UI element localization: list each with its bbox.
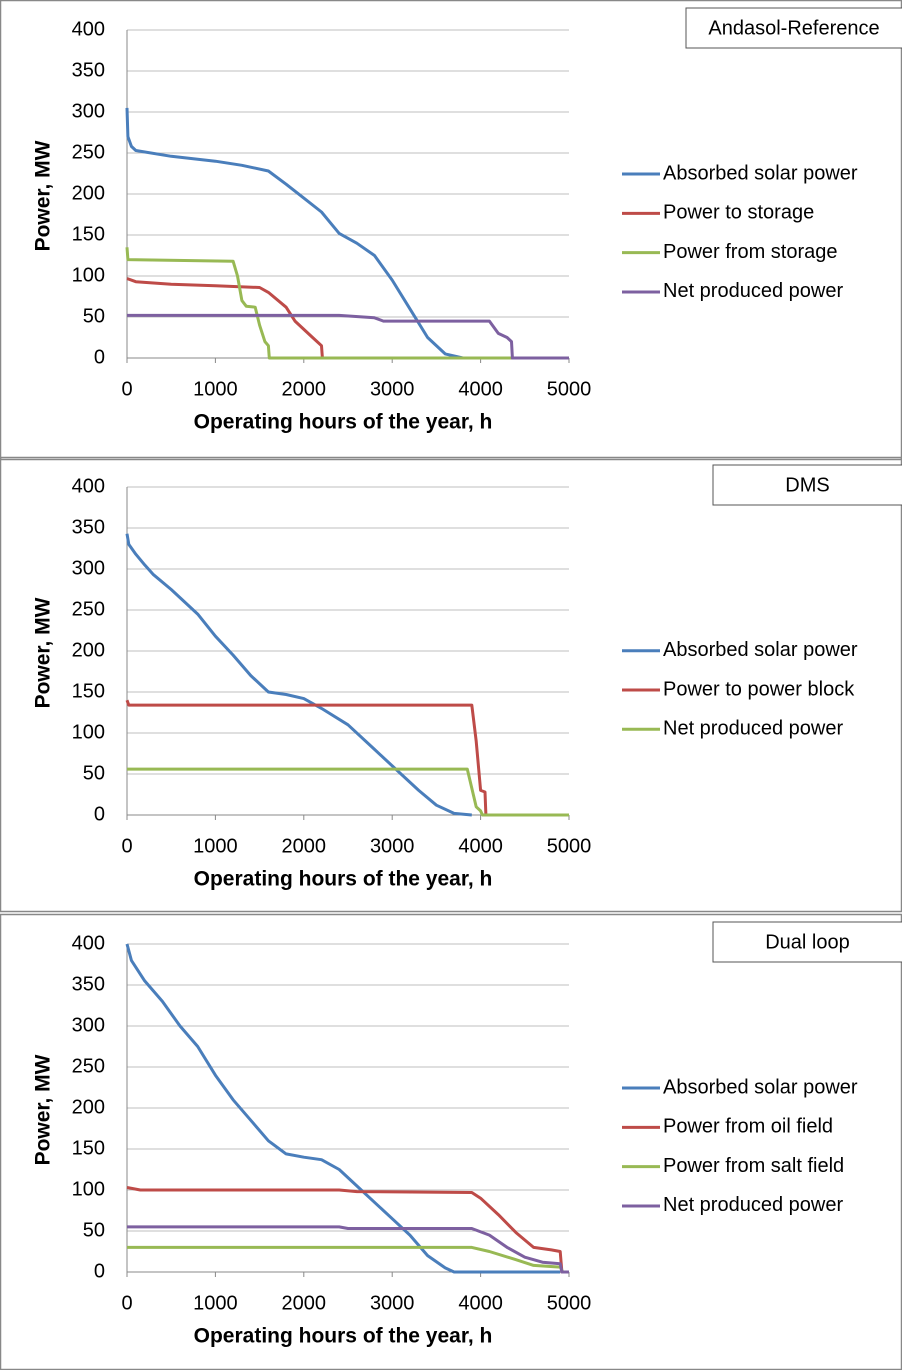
x-tick-label: 1000 (193, 1292, 238, 1314)
y-tick-label: 350 (72, 973, 105, 995)
series-line (127, 313, 569, 360)
y-tick-label: 150 (72, 223, 105, 245)
x-tick-label: 2000 (282, 378, 327, 400)
series-line (126, 277, 324, 359)
y-tick-label: 200 (72, 182, 105, 204)
x-tick-label: 0 (121, 378, 132, 400)
y-tick-label: 400 (72, 475, 105, 497)
y-tick-label: 50 (83, 1219, 105, 1241)
x-tick-label: 5000 (547, 835, 592, 857)
y-tick-label: 250 (72, 598, 105, 620)
y-tick-label: 250 (72, 1055, 105, 1077)
y-tick-label: 350 (72, 516, 105, 538)
series-line (125, 943, 561, 1274)
x-tick-label: 2000 (282, 835, 327, 857)
y-axis-label: Power, MW (32, 140, 55, 251)
chart-title: Dual loop (765, 931, 850, 953)
y-axis-label: Power, MW (32, 597, 55, 708)
panel-border (0, 913, 902, 1370)
chart-title: DMS (785, 474, 829, 496)
y-tick-label: 300 (72, 1014, 105, 1036)
y-tick-label: 150 (72, 1137, 105, 1159)
x-tick-label: 4000 (458, 1292, 503, 1314)
legend-label: Net produced power (663, 280, 843, 302)
legend-label: Power to storage (663, 202, 814, 224)
x-tick-label: 5000 (547, 1292, 592, 1314)
legend-label: Power from oil field (663, 1116, 833, 1138)
y-tick-label: 0 (94, 1260, 105, 1282)
y-tick-label: 0 (94, 803, 105, 825)
legend-label: Power to power block (663, 678, 855, 700)
y-tick-label: 50 (83, 305, 105, 327)
y-tick-label: 400 (72, 18, 105, 40)
y-tick-label: 100 (72, 264, 105, 286)
y-tick-label: 350 (72, 59, 105, 81)
series-line (125, 247, 569, 360)
x-axis-label: Operating hours of the year, h (194, 868, 493, 891)
x-tick-label: 2000 (282, 1292, 327, 1314)
y-axis-label: Power, MW (32, 1054, 55, 1165)
y-tick-label: 400 (72, 932, 105, 954)
x-axis-label: Operating hours of the year, h (194, 411, 493, 434)
series-line (127, 1225, 569, 1274)
panel-border (0, 0, 902, 461)
title-box (712, 464, 902, 506)
y-tick-label: 100 (72, 721, 105, 743)
legend-label: Net produced power (663, 1194, 843, 1216)
legend-label: Net produced power (663, 718, 843, 740)
x-axis-label: Operating hours of the year, h (194, 1325, 493, 1348)
legend-label: Absorbed solar power (663, 639, 858, 661)
x-tick-label: 1000 (193, 835, 238, 857)
series-line (127, 767, 569, 817)
title-box (712, 921, 902, 963)
x-tick-label: 0 (121, 1292, 132, 1314)
y-tick-label: 0 (94, 346, 105, 368)
x-tick-label: 4000 (458, 378, 503, 400)
x-tick-label: 5000 (547, 378, 592, 400)
series-line (125, 699, 569, 817)
legend-label: Absorbed solar power (663, 1076, 858, 1098)
y-tick-label: 200 (72, 1096, 105, 1118)
x-tick-label: 4000 (458, 835, 503, 857)
series-line (127, 1245, 569, 1274)
x-tick-label: 1000 (193, 378, 238, 400)
y-tick-label: 300 (72, 100, 105, 122)
title-box (685, 7, 902, 49)
x-tick-label: 0 (121, 835, 132, 857)
series-line (125, 533, 472, 817)
y-tick-label: 50 (83, 762, 105, 784)
y-tick-label: 300 (72, 557, 105, 579)
y-tick-label: 150 (72, 680, 105, 702)
x-tick-label: 3000 (370, 378, 415, 400)
x-tick-label: 3000 (370, 835, 415, 857)
legend-label: Power from storage (663, 241, 838, 263)
y-tick-label: 250 (72, 141, 105, 163)
series-line (126, 1186, 569, 1274)
y-tick-label: 200 (72, 639, 105, 661)
chart-title: Andasol-Reference (708, 17, 879, 39)
x-tick-label: 3000 (370, 1292, 415, 1314)
legend-label: Absorbed solar power (663, 162, 858, 184)
series-line (125, 107, 464, 360)
y-tick-label: 100 (72, 1178, 105, 1200)
legend-label: Power from salt field (663, 1155, 844, 1177)
